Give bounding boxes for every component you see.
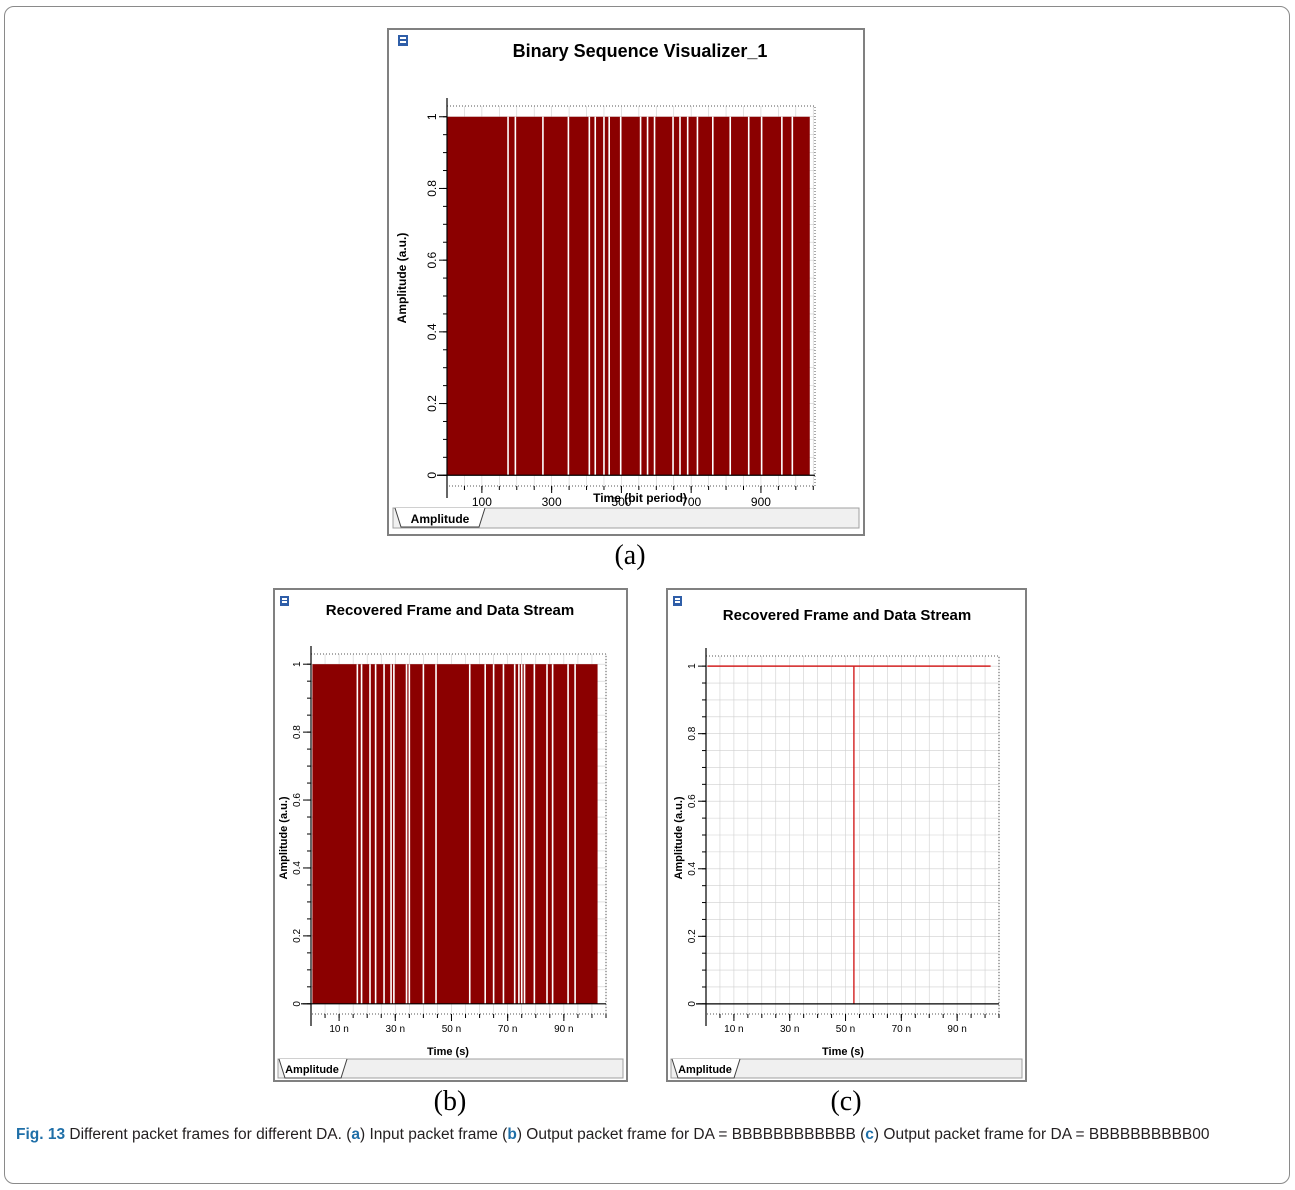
x-tick-label: 100 bbox=[472, 495, 492, 509]
x-tick-label: 30 n bbox=[780, 1024, 799, 1035]
window-icon bbox=[280, 596, 289, 606]
y-axis-label: Amplitude (a.u.) bbox=[278, 796, 290, 879]
y-axis-label: Amplitude (a.u.) bbox=[673, 796, 685, 879]
caption-text-4: ) Output packet frame for DA = BBBBBBBBB… bbox=[873, 1126, 1210, 1143]
chart-b-svg: Recovered Frame and Data Stream 10 n 30 n… bbox=[273, 588, 628, 1082]
caption-text-3: ) Output packet frame for DA = BBBBBBBBB… bbox=[516, 1126, 866, 1143]
y-tick-label: 0.6 bbox=[687, 794, 698, 808]
series-line bbox=[707, 665, 991, 1004]
tab-amplitude[interactable]: Amplitude bbox=[411, 512, 470, 526]
plot-border bbox=[310, 653, 607, 1015]
window-icon bbox=[673, 596, 682, 606]
tab-amplitude[interactable]: Amplitude bbox=[678, 1064, 732, 1076]
x-axis-label: Time (s) bbox=[427, 1046, 469, 1058]
caption-ref-b: b bbox=[507, 1126, 517, 1143]
tab-strip bbox=[392, 507, 860, 529]
x-tick-label: 70 n bbox=[892, 1024, 911, 1035]
signal-high-region bbox=[312, 664, 598, 1004]
y-tick-label: 0.2 bbox=[292, 929, 303, 943]
panel-label-a: (a) bbox=[614, 540, 646, 571]
caption-text-2: ) Input packet frame ( bbox=[360, 1126, 508, 1143]
x-tick-label: 900 bbox=[751, 495, 771, 509]
window-icon bbox=[398, 35, 408, 46]
tab-amplitude[interactable]: Amplitude bbox=[285, 1064, 339, 1076]
y-tick-label: 1 bbox=[292, 661, 303, 667]
chart-title: Recovered Frame and Data Stream bbox=[723, 607, 971, 624]
tab-strip bbox=[670, 1058, 1023, 1079]
y-tick-label: 0.2 bbox=[687, 929, 698, 943]
y-tick-label: 1 bbox=[425, 113, 439, 120]
figure-number: Fig. 13 bbox=[16, 1126, 66, 1143]
y-tick-label: 0 bbox=[292, 1001, 303, 1007]
x-tick-label: 10 n bbox=[724, 1024, 743, 1035]
chart-title: Binary Sequence Visualizer_1 bbox=[513, 41, 768, 61]
caption-text-1: Different packet frames for different DA… bbox=[65, 1126, 352, 1143]
y-tick-label: 1 bbox=[687, 663, 698, 669]
y-tick-label: 0 bbox=[425, 472, 439, 479]
x-axis-label: Time (s) bbox=[822, 1046, 864, 1058]
tab-strip bbox=[277, 1058, 624, 1079]
panel-label-c: (c) bbox=[830, 1086, 862, 1117]
chart-panel-c: Recovered Frame and Data Stream 10 n 30 n… bbox=[666, 588, 1027, 1082]
chart-panel-a: Binary Sequence Visualizer_1 100 300 500 70… bbox=[387, 28, 865, 536]
x-tick-label: 90 n bbox=[554, 1024, 573, 1035]
y-tick-label: 0.8 bbox=[687, 726, 698, 740]
y-tick-label: 0.8 bbox=[292, 725, 303, 739]
x-axis-label: Time (bit period) bbox=[593, 491, 687, 505]
figure-frame bbox=[4, 6, 1290, 1184]
caption-ref-a: a bbox=[351, 1126, 361, 1143]
x-tick-label: 30 n bbox=[386, 1024, 405, 1035]
panel-label-b: (b) bbox=[433, 1086, 467, 1117]
chart-panel-b: Recovered Frame and Data Stream 10 n 30 n… bbox=[273, 588, 628, 1082]
x-tick-label: 90 n bbox=[947, 1024, 966, 1035]
y-axis-label: Amplitude (a.u.) bbox=[395, 233, 409, 324]
y-tick-label: 0.6 bbox=[425, 251, 439, 268]
y-tick-label: 0.4 bbox=[687, 861, 698, 875]
y-tick-label: 0.2 bbox=[425, 395, 439, 412]
chart-title: Recovered Frame and Data Stream bbox=[326, 602, 574, 619]
chart-a-svg: Binary Sequence Visualizer_1 100 300 500 70… bbox=[387, 28, 865, 536]
y-tick-label: 0.8 bbox=[425, 180, 439, 197]
x-tick-label: 700 bbox=[681, 495, 701, 509]
chart-c-svg: Recovered Frame and Data Stream 10 n 30 n… bbox=[666, 588, 1027, 1082]
x-tick-label: 70 n bbox=[498, 1024, 517, 1035]
x-tick-label: 500 bbox=[611, 495, 631, 509]
x-tick-label: 50 n bbox=[442, 1024, 461, 1035]
y-tick-label: 0.6 bbox=[292, 793, 303, 807]
y-tick-label: 0.4 bbox=[292, 861, 303, 875]
y-tick-label: 0.4 bbox=[425, 323, 439, 340]
x-tick-label: 50 n bbox=[836, 1024, 855, 1035]
x-tick-label: 10 n bbox=[329, 1024, 348, 1035]
signal-high-region bbox=[447, 116, 810, 476]
figure-caption: Fig. 13 Different packet frames for diff… bbox=[16, 1124, 1278, 1145]
caption-ref-c: c bbox=[865, 1126, 874, 1143]
x-tick-label: 300 bbox=[542, 495, 562, 509]
y-tick-label: 0 bbox=[687, 1001, 698, 1007]
